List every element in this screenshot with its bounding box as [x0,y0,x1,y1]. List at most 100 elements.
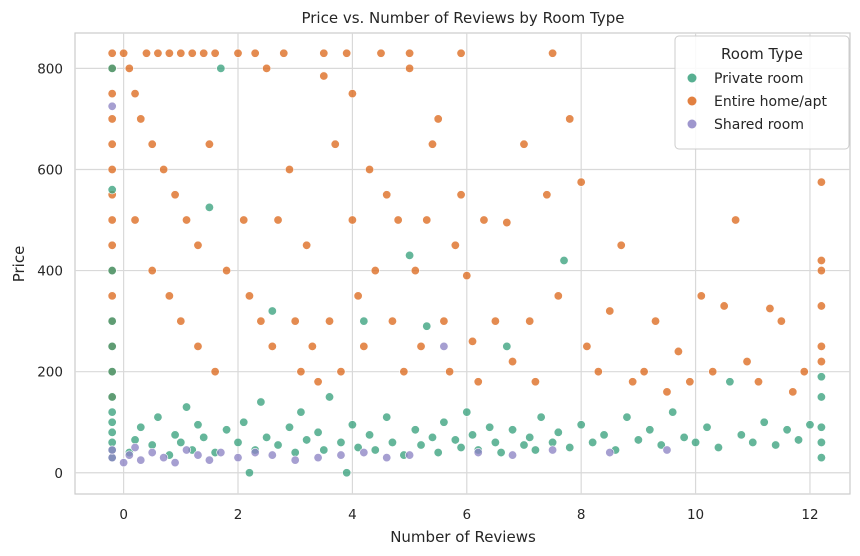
x-tick-label: 6 [462,507,471,523]
data-point [302,240,312,250]
data-point [805,420,815,430]
data-point [107,114,117,124]
data-point [107,427,117,437]
data-point [353,291,363,301]
data-point [319,48,329,58]
data-point [553,291,563,301]
data-point [244,291,254,301]
data-point [816,177,826,187]
data-point [490,316,500,326]
data-points [107,48,826,478]
data-point [679,432,689,442]
data-point [759,417,769,427]
data-point [530,377,540,387]
data-point [405,450,415,460]
data-point [685,377,695,387]
data-point [816,422,826,432]
data-point [107,101,117,111]
data-point [325,316,335,326]
x-tick-label: 10 [687,507,704,523]
data-point [816,453,826,463]
data-point [456,48,466,58]
data-point [450,435,460,445]
data-point [182,445,192,455]
data-point [427,432,437,442]
data-point [816,266,826,276]
data-point [702,422,712,432]
data-point [708,367,718,377]
data-point [336,437,346,447]
data-point [359,341,369,351]
data-point [262,432,272,442]
data-point [147,448,157,458]
data-point [353,442,363,452]
legend-title: Room Type [721,45,803,63]
data-point [284,422,294,432]
data-point [462,271,472,281]
data-point [736,430,746,440]
data-point [204,202,214,212]
data-point [588,437,598,447]
data-point [313,427,323,437]
data-point [405,63,415,73]
data-point [164,48,174,58]
data-point [490,437,500,447]
data-point [141,48,151,58]
data-point [502,218,512,228]
y-tick-label: 800 [37,61,63,77]
y-tick-label: 200 [37,365,63,381]
data-point [633,435,643,445]
data-point [193,420,203,430]
data-point [119,48,129,58]
data-point [262,63,272,73]
data-point [462,407,472,417]
data-point [130,89,140,99]
legend-marker [687,73,697,83]
data-point [656,440,666,450]
data-point [782,425,792,435]
data-point [107,316,117,326]
data-point [284,164,294,174]
data-point [382,453,392,463]
data-point [753,377,763,387]
series-shared-room [107,101,672,468]
y-tick-label: 400 [37,264,63,280]
legend-marker [687,96,697,106]
data-point [405,250,415,260]
data-point [536,412,546,422]
data-point [605,448,615,458]
data-point [456,442,466,452]
data-point [267,341,277,351]
data-point [393,215,403,225]
data-point [816,357,826,367]
data-point [439,316,449,326]
data-point [433,114,443,124]
data-point [347,420,357,430]
data-point [439,341,449,351]
data-point [256,316,266,326]
data-point [548,48,558,58]
data-point [130,442,140,452]
data-point [250,448,260,458]
data-point [107,185,117,195]
data-point [302,435,312,445]
data-point [176,316,186,326]
data-point [519,440,529,450]
data-point [107,240,117,250]
data-point [296,407,306,417]
data-point [816,301,826,311]
data-point [662,445,672,455]
data-point [816,255,826,265]
data-point [164,291,174,301]
data-point [416,341,426,351]
data-point [210,367,220,377]
legend-label: Shared room [714,117,804,133]
data-point [593,367,603,377]
data-point [713,442,723,452]
data-point [788,387,798,397]
data-point [450,240,460,250]
data-point [124,63,134,73]
data-point [347,215,357,225]
data-point [668,407,678,417]
data-point [548,445,558,455]
